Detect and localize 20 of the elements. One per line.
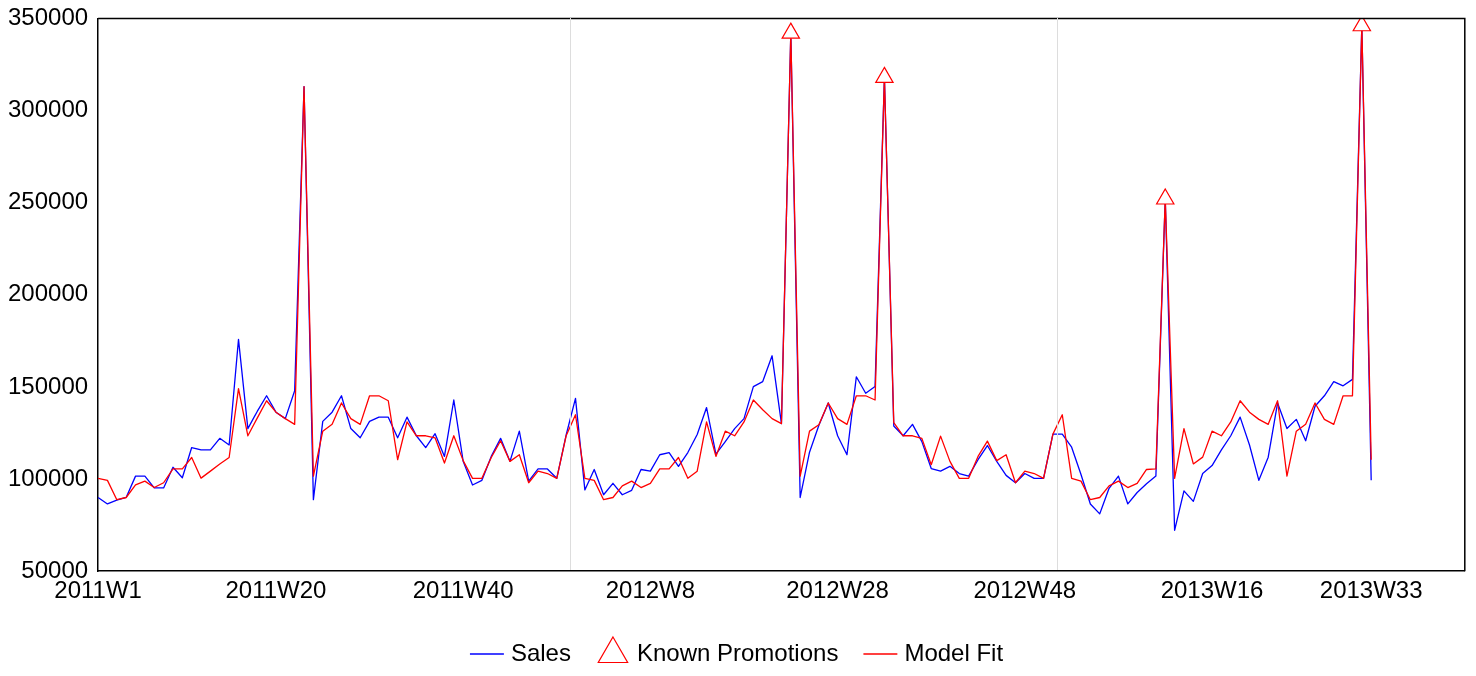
y-tick-label: 350000	[7, 3, 89, 31]
y-tick-label: 100000	[7, 463, 89, 491]
x-tick-label: 2012W48	[973, 576, 1077, 604]
x-tick-label: 2011W40	[412, 576, 514, 604]
legend-label: Known Promotions	[636, 638, 839, 666]
y-tick-label: 250000	[7, 187, 89, 215]
x-tick-label: 2013W33	[1319, 576, 1423, 604]
legend-label: Sales	[510, 638, 571, 666]
y-tick-label: 200000	[7, 279, 89, 307]
x-tick-label: 2013W16	[1160, 576, 1264, 604]
point	[781, 22, 801, 39]
point	[875, 66, 894, 83]
y-tick-label: 150000	[7, 371, 89, 399]
x-tick-label: 2012W28	[786, 576, 889, 604]
point	[1352, 18, 1372, 32]
x-tick-label: 2012W8	[605, 576, 696, 604]
x-tick-label: 2011W20	[225, 576, 327, 604]
y-tick-label: 300000	[7, 95, 89, 123]
point	[1155, 188, 1175, 205]
legend-label: Model Fit	[904, 638, 1004, 666]
